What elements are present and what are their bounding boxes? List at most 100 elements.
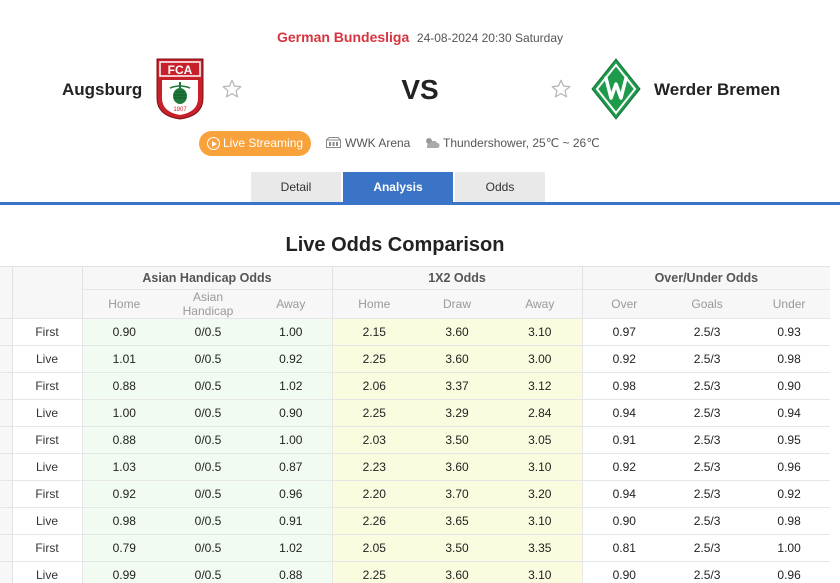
cell-1x2-away: 3.10 [498, 318, 583, 346]
row-type: First [12, 372, 83, 400]
venue-name: WWK Arena [345, 136, 411, 150]
cell-1x2-home: 2.25 [331, 399, 417, 427]
cell-ou-goals: 2.5/3 [666, 507, 749, 535]
cell-ou-over: 0.92 [581, 453, 667, 481]
odds-table: Asian Handicap Odds 1X2 Odds Over/Under … [0, 266, 831, 583]
cell-1x2-draw: 3.50 [416, 426, 499, 454]
table-row[interactable]: First 0.88 0/0.5 1.00 2.03 3.50 3.05 0.91 2.5/3 0… [0, 426, 831, 454]
cell-ou-goals: 2.5/3 [666, 426, 749, 454]
group-header-asian-handicap: Asian Handicap Odds [81, 266, 333, 290]
tab-odds[interactable]: Odds [455, 172, 545, 202]
table-row[interactable]: Live 0.99 0/0.5 0.88 2.25 3.60 3.10 0.90 2.5/3 0.… [0, 561, 831, 583]
tab-detail[interactable]: Detail [251, 172, 341, 202]
versus-label: VS [401, 74, 439, 105]
cell-1x2-draw: 3.37 [416, 372, 499, 400]
cell-1x2-home: 2.20 [331, 480, 417, 508]
cell-ah-home: 0.90 [81, 318, 166, 346]
row-gutter [0, 345, 13, 373]
cell-1x2-away: 3.05 [498, 426, 583, 454]
favorite-star-icon[interactable] [221, 78, 243, 100]
row-gutter [0, 426, 13, 454]
row-type: Live [12, 453, 83, 481]
row-gutter [0, 399, 13, 427]
cell-ah-home: 0.88 [81, 426, 166, 454]
cloud-sun-icon [426, 138, 440, 148]
cell-1x2-away: 3.10 [498, 561, 583, 583]
row-gutter [0, 561, 13, 583]
cell-ah-handicap: 0/0.5 [166, 480, 250, 508]
cell-1x2-home: 2.23 [331, 453, 417, 481]
cell-ou-over: 0.92 [581, 345, 667, 373]
cell-ah-away: 1.02 [250, 372, 333, 400]
cell-ou-under: 0.94 [748, 399, 831, 427]
table-row[interactable]: Live 1.00 0/0.5 0.90 2.25 3.29 2.84 0.94 2.5/3 0.… [0, 399, 831, 427]
cell-ah-home: 1.01 [81, 345, 166, 373]
cell-ou-under: 1.00 [748, 534, 831, 562]
favorite-star-icon[interactable] [550, 78, 572, 100]
cell-ou-over: 0.90 [581, 507, 667, 535]
cell-1x2-away: 3.10 [498, 507, 583, 535]
away-team-name[interactable]: Werder Bremen [654, 80, 781, 99]
cell-1x2-away: 3.35 [498, 534, 583, 562]
cell-ou-over: 0.81 [581, 534, 667, 562]
cell-ou-under: 0.95 [748, 426, 831, 454]
table-row[interactable]: Live 0.98 0/0.5 0.91 2.26 3.65 3.10 0.90 2.5/3 0.… [0, 507, 831, 535]
table-row[interactable]: First 0.88 0/0.5 1.02 2.06 3.37 3.12 0.98 2.5/3 0… [0, 372, 831, 400]
cell-ou-over: 0.94 [581, 480, 667, 508]
cell-ah-away: 0.88 [250, 561, 333, 583]
odds-table-body: First 0.90 0/0.5 1.00 2.15 3.60 3.10 0.97 2.5/3 0… [0, 318, 831, 583]
cell-ou-goals: 2.5/3 [666, 480, 749, 508]
cell-ah-handicap: 0/0.5 [166, 426, 250, 454]
cell-ou-under: 0.96 [748, 453, 831, 481]
cell-ou-goals: 2.5/3 [666, 534, 749, 562]
table-gutter [0, 266, 13, 319]
cell-1x2-away: 3.20 [498, 480, 583, 508]
cell-ou-under: 0.92 [748, 480, 831, 508]
col-header-ah-away: Away [250, 289, 333, 319]
cell-ou-over: 0.94 [581, 399, 667, 427]
table-row[interactable]: First 0.92 0/0.5 0.96 2.20 3.70 3.20 0.94 2.5/3 0… [0, 480, 831, 508]
cell-ah-away: 1.00 [250, 318, 333, 346]
home-team-name[interactable]: Augsburg [62, 80, 143, 99]
match-info-row: Live Streaming WWK Arena Thundershower, … [0, 131, 840, 157]
cell-ah-handicap: 0/0.5 [166, 318, 250, 346]
cell-ah-handicap: 0/0.5 [166, 372, 250, 400]
col-header-1x2-draw: Draw [416, 289, 499, 319]
live-streaming-button[interactable]: Live Streaming [199, 131, 311, 156]
cell-ou-under: 0.93 [748, 318, 831, 346]
cell-ah-home: 1.03 [81, 453, 166, 481]
cell-ah-away: 0.90 [250, 399, 333, 427]
cell-1x2-away: 3.12 [498, 372, 583, 400]
cell-ah-home: 0.99 [81, 561, 166, 583]
cell-1x2-draw: 3.50 [416, 534, 499, 562]
league-name[interactable]: German Bundesliga [277, 29, 410, 45]
row-type: Live [12, 507, 83, 535]
table-type-header [12, 266, 82, 319]
cell-1x2-draw: 3.60 [416, 453, 499, 481]
cell-1x2-away: 2.84 [498, 399, 583, 427]
table-row[interactable]: Live 1.01 0/0.5 0.92 2.25 3.60 3.00 0.92 2.5/3 0.… [0, 345, 831, 373]
weather: Thundershower, 25℃ ~ 26℃ [423, 136, 600, 150]
table-row[interactable]: First 0.79 0/0.5 1.02 2.05 3.50 3.35 0.81 2.5/3 1… [0, 534, 831, 562]
cell-1x2-home: 2.26 [331, 507, 417, 535]
cell-ou-goals: 2.5/3 [666, 561, 749, 583]
cell-ah-handicap: 0/0.5 [166, 453, 250, 481]
cell-ou-under: 0.96 [748, 561, 831, 583]
table-row[interactable]: Live 1.03 0/0.5 0.87 2.23 3.60 3.10 0.92 2.5/3 0.… [0, 453, 831, 481]
col-header-1x2-home: Home [331, 289, 417, 319]
row-gutter [0, 372, 13, 400]
match-header: German Bundesliga 24-08-2024 20:30 Satur… [0, 29, 840, 45]
group-header-over-under: Over/Under Odds [581, 266, 831, 290]
cell-ou-over: 0.97 [581, 318, 667, 346]
tab-analysis[interactable]: Analysis [343, 172, 453, 202]
table-row[interactable]: First 0.90 0/0.5 1.00 2.15 3.60 3.10 0.97 2.5/3 0… [0, 318, 831, 346]
cell-ah-home: 0.79 [81, 534, 166, 562]
cell-ou-over: 0.98 [581, 372, 667, 400]
cell-ah-home: 0.98 [81, 507, 166, 535]
cell-1x2-draw: 3.65 [416, 507, 499, 535]
cell-ah-home: 0.88 [81, 372, 166, 400]
row-type: Live [12, 399, 83, 427]
cell-ou-under: 0.98 [748, 345, 831, 373]
cell-ou-goals: 2.5/3 [666, 453, 749, 481]
row-gutter [0, 534, 13, 562]
